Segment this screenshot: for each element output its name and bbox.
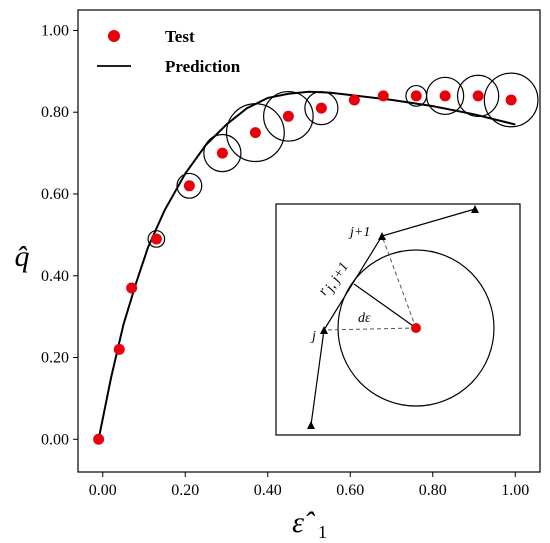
series-layer: [93, 72, 539, 445]
inset-diagram: j+1 j r j, j+1 dε: [275, 203, 521, 436]
uncertainty-circle: [483, 72, 539, 128]
inset-marker-top: [471, 205, 479, 213]
inset-frame: [275, 203, 521, 436]
legend: Test Prediction: [97, 27, 241, 76]
inset-marker-bottom: [307, 421, 315, 429]
x-tick-label: 0.60: [336, 482, 364, 499]
y-tick-label: 0.00: [41, 431, 69, 448]
test-point: [126, 282, 138, 294]
uncertainty-circle: [203, 133, 242, 173]
inset-marker-j1: [378, 232, 386, 240]
test-point: [282, 110, 294, 122]
uncertainty-circle: [225, 103, 285, 163]
uncertainty-circle: [425, 76, 465, 116]
legend-prediction-label: Prediction: [165, 57, 241, 76]
test-point: [348, 94, 360, 106]
x-tick-label: 0.20: [171, 482, 199, 499]
test-point: [150, 233, 162, 245]
y-tick-label: 0.60: [41, 186, 69, 203]
inset-curve: [310, 208, 476, 426]
uncertainty-circle: [176, 172, 203, 199]
test-point: [315, 102, 327, 114]
test-point: [505, 94, 517, 106]
test-point: [183, 180, 195, 192]
plot-frame: [77, 9, 541, 473]
test-point: [113, 343, 125, 355]
x-tick-label: 0.80: [419, 482, 447, 499]
legend-test-label: Test: [165, 27, 195, 46]
y-tick-label: 0.20: [41, 350, 69, 367]
x-axis-label: ε̂ 1: [292, 506, 327, 542]
test-point: [249, 127, 261, 139]
inset-dashed-to-j1: [381, 235, 417, 329]
legend-test-marker: [108, 30, 120, 42]
inset-marker-j: [320, 326, 328, 334]
svg-text:ε̂: ε̂: [292, 506, 316, 539]
inset-circle: [337, 249, 495, 407]
test-point: [216, 147, 228, 159]
x-tick-label: 1.00: [501, 482, 529, 499]
y-tick-label: 1.00: [41, 22, 69, 39]
y-tick-label: 0.80: [41, 104, 69, 121]
test-point: [93, 433, 105, 445]
y-axis-ticks: 0.00 0.20 0.40 0.60 0.80 1.00: [41, 22, 78, 448]
svg-text:1: 1: [318, 522, 327, 542]
uncertainty-circle: [263, 90, 314, 142]
y-axis-label: q̂: [15, 240, 30, 273]
uncertainty-circle: [304, 91, 339, 126]
test-point: [439, 90, 451, 102]
x-tick-label: 0.40: [254, 482, 282, 499]
uncertainty-circle: [456, 74, 500, 118]
inset-label-d-epsilon: dε: [358, 311, 371, 326]
y-tick-label: 0.40: [41, 268, 69, 285]
inset-label-j1: j+1: [348, 225, 370, 240]
x-tick-label: 0.00: [89, 482, 117, 499]
inset-center-point: [411, 323, 421, 333]
prediction-line: [97, 90, 516, 440]
test-point: [472, 90, 484, 102]
inset-label-j: j: [310, 329, 316, 344]
test-point: [410, 90, 422, 102]
uncertainty-circle: [147, 230, 166, 248]
x-axis-ticks: 0.00 0.20 0.40 0.60 0.80 1.00: [89, 472, 529, 499]
test-point: [377, 90, 389, 102]
inset-d-epsilon-line: [353, 283, 417, 329]
inset-dashed-to-j: [323, 327, 417, 331]
